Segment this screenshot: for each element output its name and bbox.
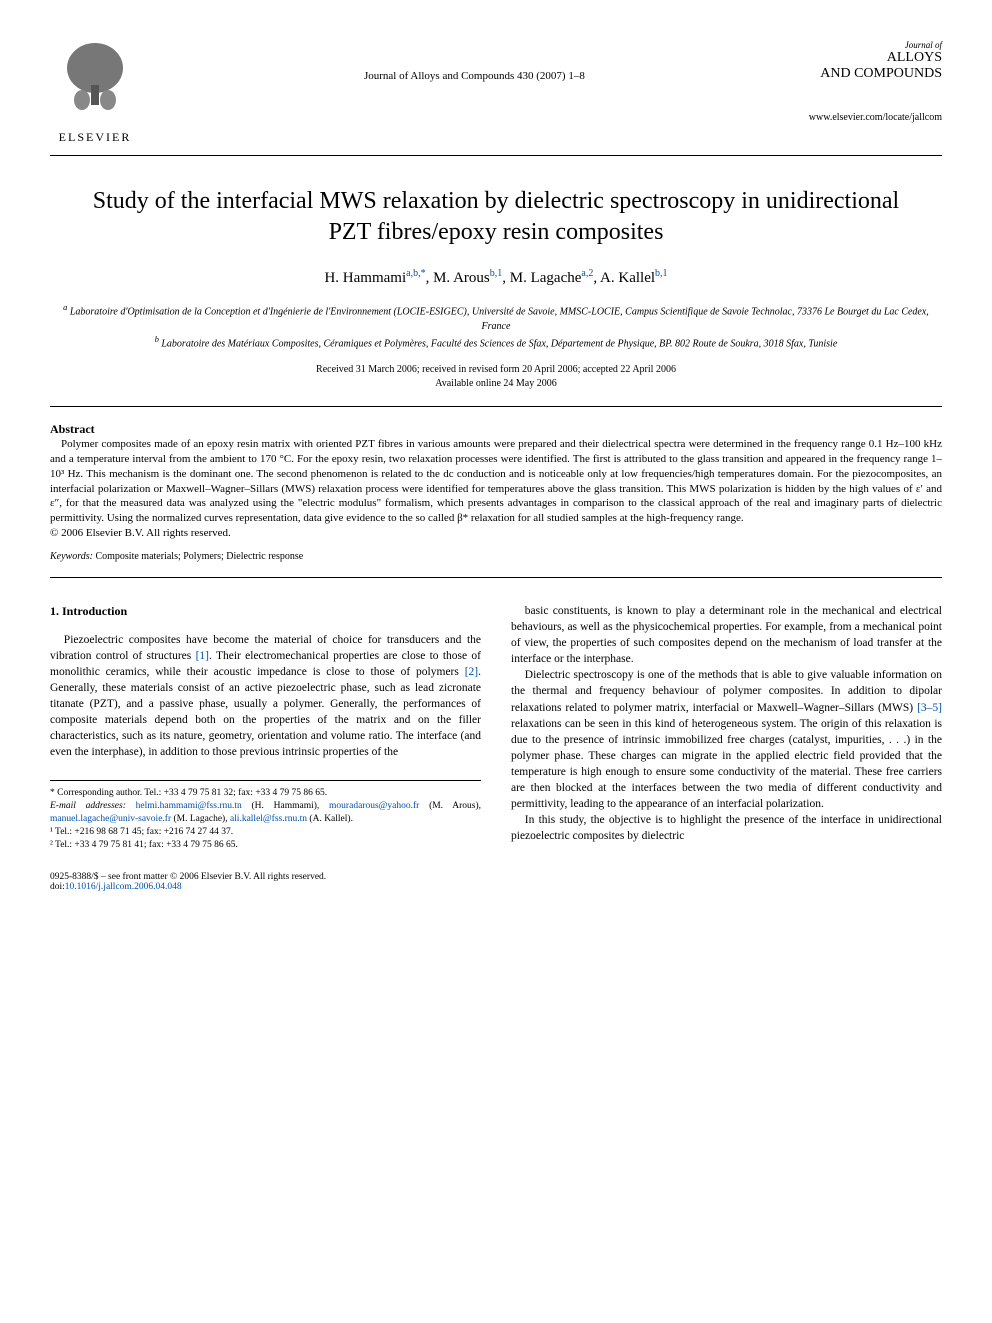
fn-link[interactable]: 1 <box>497 268 502 279</box>
author: M. Arous <box>433 270 490 286</box>
journal-logo: Journal of ALLOYSAND COMPOUNDS www.elsev… <box>809 40 942 123</box>
doi-link[interactable]: 10.1016/j.jallcom.2006.04.048 <box>65 882 182 892</box>
keywords-label: Keywords: <box>50 551 93 562</box>
issn-line: 0925-8388/$ – see front matter © 2006 El… <box>50 872 326 882</box>
body-paragraph: basic constituents, is known to play a d… <box>511 603 942 667</box>
article-title: Study of the interfacial MWS relaxation … <box>90 186 902 248</box>
journal-reference: Journal of Alloys and Compounds 430 (200… <box>140 40 809 82</box>
corr-link[interactable]: * <box>421 268 426 279</box>
email-addresses: E-mail addresses: helmi.hammami@fss.rnu.… <box>50 800 481 826</box>
header: ELSEVIER Journal of Alloys and Compounds… <box>50 40 942 145</box>
email-who: (M. Arous), <box>429 801 481 811</box>
abstract-heading: Abstract <box>50 422 942 437</box>
ref-link[interactable]: [2] <box>465 666 478 678</box>
email-link[interactable]: helmi.hammami@fss.rnu.tn <box>136 801 242 811</box>
author: A. Kallel <box>600 270 655 286</box>
fn-link[interactable]: 1 <box>663 268 668 279</box>
fn-link[interactable]: 2 <box>588 268 593 279</box>
journal-logo-name: ALLOYSAND COMPOUNDS <box>809 50 942 82</box>
email-link[interactable]: ali.kallel@fss.rnu.tn <box>230 814 307 824</box>
abstract-text: Polymer composites made of an epoxy resi… <box>50 437 942 541</box>
publisher-logo: ELSEVIER <box>50 40 140 145</box>
doi-label: doi: <box>50 882 65 892</box>
email-who: (H. Hammami), <box>252 801 320 811</box>
ref-link[interactable]: [1] <box>196 650 209 662</box>
ref-link[interactable]: [3–5] <box>917 702 942 714</box>
intro-heading: 1. Introduction <box>50 603 481 620</box>
left-column: 1. Introduction Piezoelectric composites… <box>50 603 481 852</box>
received-date: Received 31 March 2006; received in revi… <box>316 364 676 375</box>
article-dates: Received 31 March 2006; received in revi… <box>50 363 942 391</box>
email-who: (A. Kallel). <box>309 814 353 824</box>
body-columns: 1. Introduction Piezoelectric composites… <box>50 603 942 852</box>
email-link[interactable]: manuel.lagache@univ-savoie.fr <box>50 814 171 824</box>
online-date: Available online 24 May 2006 <box>435 378 556 389</box>
abstract-copyright: © 2006 Elsevier B.V. All rights reserved… <box>50 527 231 539</box>
journal-url: www.elsevier.com/locate/jallcom <box>809 112 942 123</box>
right-column: basic constituents, is known to play a d… <box>511 603 942 852</box>
email-link[interactable]: mouradarous@yahoo.fr <box>329 801 419 811</box>
body-paragraph: In this study, the objective is to highl… <box>511 812 942 844</box>
divider <box>50 406 942 407</box>
affiliation-b: Laboratoire des Matériaux Composites, Cé… <box>161 338 837 349</box>
email-who: (M. Lagache), <box>174 814 228 824</box>
keywords-text: Composite materials; Polymers; Dielectri… <box>95 551 303 562</box>
affiliation-a: Laboratoire d'Optimisation de la Concept… <box>70 307 929 332</box>
authors: H. Hammamia,b,*, M. Arousb,1, M. Lagache… <box>50 268 942 287</box>
author: M. Lagache <box>510 270 582 286</box>
journal-logo-prefix: Journal of <box>809 40 942 50</box>
footnote-2: ² Tel.: +33 4 79 75 81 41; fax: +33 4 79… <box>50 839 481 852</box>
body-paragraph: Dielectric spectroscopy is one of the me… <box>511 667 942 812</box>
body-paragraph: Piezoelectric composites have become the… <box>50 632 481 761</box>
divider <box>50 577 942 578</box>
footnotes: * Corresponding author. Tel.: +33 4 79 7… <box>50 780 481 851</box>
keywords: Keywords: Composite materials; Polymers;… <box>50 551 942 562</box>
email-label: E-mail addresses: <box>50 801 126 811</box>
abstract-body: Polymer composites made of an epoxy resi… <box>50 438 942 524</box>
affil-link[interactable]: b, <box>655 268 663 279</box>
footnote-1: ¹ Tel.: +216 98 68 71 45; fax: +216 74 2… <box>50 826 481 839</box>
affiliations: a Laboratoire d'Optimisation de la Conce… <box>50 302 942 351</box>
publisher-name: ELSEVIER <box>50 130 140 145</box>
affil-link[interactable]: a,b, <box>406 268 420 279</box>
elsevier-tree-icon <box>60 40 130 115</box>
footer: 0925-8388/$ – see front matter © 2006 El… <box>50 872 942 892</box>
corresponding-author: * Corresponding author. Tel.: +33 4 79 7… <box>50 787 481 800</box>
author: H. Hammami <box>324 270 406 286</box>
divider <box>50 155 942 156</box>
